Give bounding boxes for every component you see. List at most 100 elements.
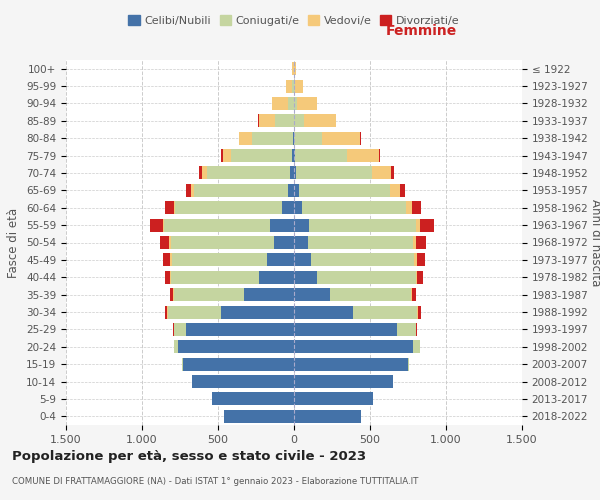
Bar [418, 270, 423, 284]
Bar [295, 114, 304, 128]
Bar [294, 288, 331, 301]
Bar [202, 166, 206, 179]
Bar [292, 149, 294, 162]
Bar [151, 218, 163, 232]
Bar [286, 80, 292, 92]
Bar [224, 410, 294, 423]
Bar [308, 236, 413, 249]
Bar [416, 323, 417, 336]
Bar [164, 218, 271, 232]
Bar [294, 306, 353, 318]
Text: Popolazione per età, sesso e stato civile - 2023: Popolazione per età, sesso e stato civil… [12, 450, 366, 463]
Bar [294, 375, 393, 388]
Y-axis label: Anni di nascita: Anni di nascita [589, 199, 600, 286]
Bar [294, 254, 311, 266]
Bar [391, 166, 394, 179]
Bar [309, 218, 416, 232]
Bar [239, 132, 252, 144]
Bar [292, 62, 293, 75]
Bar [372, 166, 391, 179]
Bar [244, 288, 294, 301]
Bar [187, 184, 191, 197]
Bar [165, 201, 173, 214]
Bar [412, 201, 421, 214]
Bar [259, 114, 275, 128]
Bar [293, 132, 294, 144]
Bar [194, 184, 288, 197]
Bar [299, 184, 390, 197]
Bar [406, 201, 412, 214]
Bar [292, 80, 294, 92]
Bar [331, 288, 411, 301]
Bar [168, 306, 221, 318]
Bar [411, 288, 412, 301]
Bar [379, 149, 380, 162]
Bar [174, 323, 186, 336]
Bar [172, 254, 268, 266]
Bar [191, 184, 194, 197]
Bar [397, 323, 416, 336]
Bar [223, 149, 231, 162]
Bar [231, 149, 292, 162]
Bar [302, 201, 406, 214]
Y-axis label: Fasce di età: Fasce di età [7, 208, 20, 278]
Bar [413, 236, 416, 249]
Bar [174, 288, 244, 301]
Bar [294, 80, 295, 92]
Bar [295, 149, 347, 162]
Bar [418, 306, 421, 318]
Bar [274, 236, 294, 249]
Bar [221, 149, 223, 162]
Bar [212, 392, 294, 406]
Bar [183, 358, 294, 370]
Bar [163, 218, 164, 232]
Bar [199, 166, 202, 179]
Bar [294, 201, 302, 214]
Bar [294, 392, 373, 406]
Bar [416, 218, 420, 232]
Bar [295, 80, 303, 92]
Bar [360, 132, 361, 144]
Bar [288, 184, 294, 197]
Bar [290, 166, 294, 179]
Bar [294, 97, 297, 110]
Bar [412, 288, 416, 301]
Bar [416, 270, 418, 284]
Bar [294, 410, 361, 423]
Bar [294, 340, 413, 353]
Bar [295, 132, 322, 144]
Bar [294, 270, 317, 284]
Bar [294, 218, 309, 232]
Text: COMUNE DI FRATTAMAGGIORE (NA) - Dati ISTAT 1° gennaio 2023 - Elaborazione TUTTIT: COMUNE DI FRATTAMAGGIORE (NA) - Dati IST… [12, 478, 418, 486]
Bar [297, 97, 317, 110]
Bar [294, 358, 408, 370]
Bar [182, 358, 183, 370]
Bar [275, 114, 293, 128]
Bar [294, 323, 397, 336]
Bar [171, 270, 259, 284]
Bar [400, 184, 405, 197]
Legend: Celibi/Nubili, Coniugati/e, Vedovi/e, Divorziati/e: Celibi/Nubili, Coniugati/e, Vedovi/e, Di… [124, 11, 464, 30]
Bar [353, 306, 417, 318]
Bar [294, 236, 308, 249]
Bar [165, 270, 170, 284]
Bar [221, 306, 294, 318]
Bar [296, 166, 372, 179]
Bar [317, 270, 416, 284]
Bar [311, 254, 414, 266]
Bar [174, 340, 178, 353]
Bar [417, 254, 425, 266]
Bar [171, 236, 274, 249]
Bar [252, 132, 293, 144]
Bar [268, 254, 294, 266]
Bar [160, 236, 169, 249]
Bar [408, 358, 409, 370]
Bar [186, 323, 294, 336]
Bar [414, 254, 417, 266]
Bar [170, 288, 173, 301]
Bar [420, 218, 434, 232]
Bar [173, 201, 175, 214]
Bar [294, 62, 296, 75]
Bar [294, 166, 296, 179]
Text: Femmine: Femmine [386, 24, 457, 38]
